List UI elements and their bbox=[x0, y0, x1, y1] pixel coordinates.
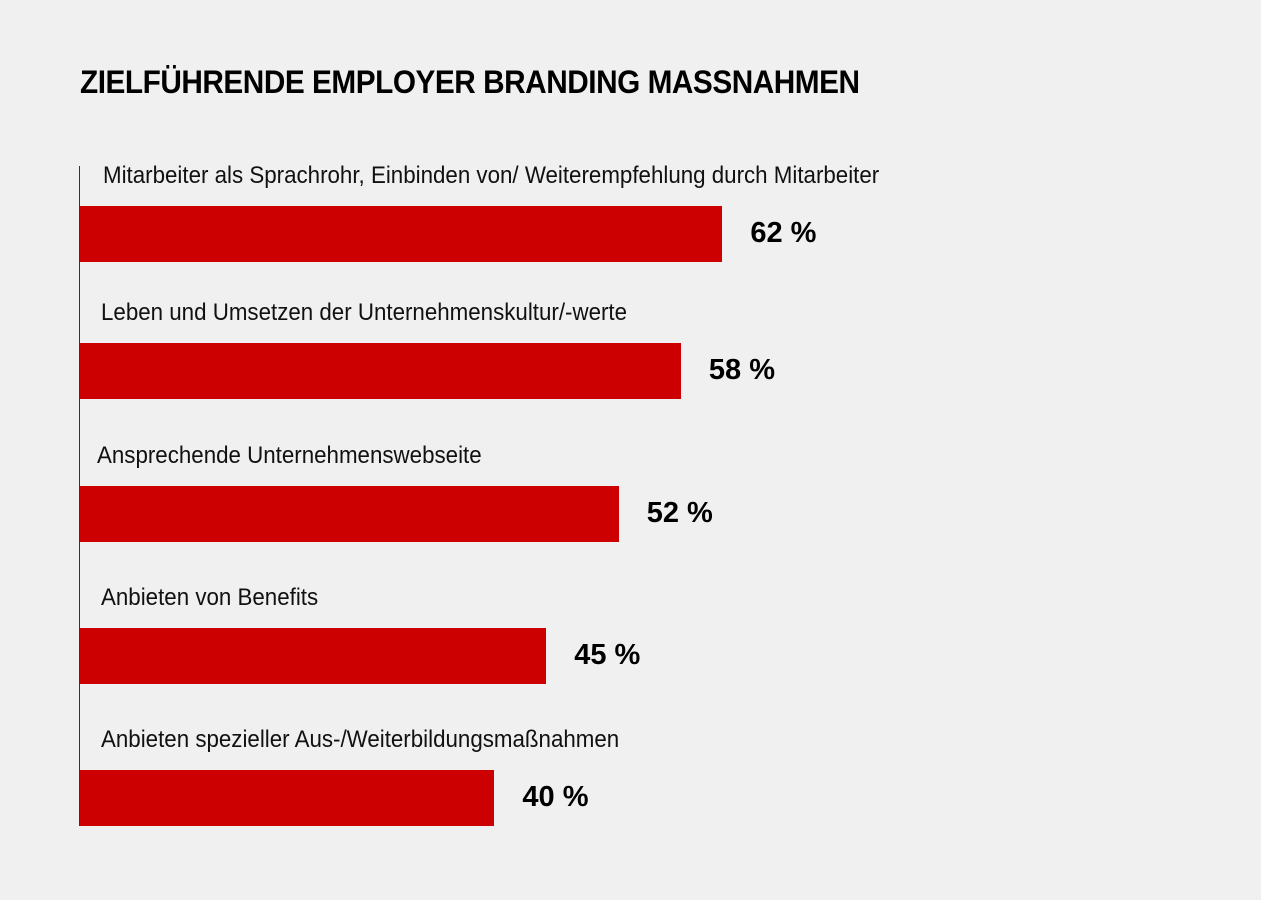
value-label: 40 % bbox=[522, 781, 589, 813]
category-label: Leben und Umsetzen der Unternehmenskultu… bbox=[101, 299, 628, 326]
category-label: Ansprechende Unternehmenswebseite bbox=[97, 442, 482, 469]
category-label: Anbieten spezieller Aus-/Weiterbildungsm… bbox=[101, 726, 620, 753]
bar bbox=[80, 343, 681, 399]
category-label: Mitarbeiter als Sprachrohr, Einbinden vo… bbox=[103, 162, 880, 189]
bar bbox=[80, 770, 495, 826]
y-axis-line bbox=[79, 166, 80, 826]
value-label: 58 % bbox=[708, 354, 775, 386]
value-label: 52 % bbox=[646, 497, 713, 529]
bar bbox=[80, 486, 619, 542]
bar bbox=[80, 206, 723, 262]
chart-title: ZIELFÜHRENDE EMPLOYER BRANDING MASSNAHME… bbox=[80, 64, 860, 100]
bar bbox=[80, 628, 547, 684]
value-label: 45 % bbox=[574, 639, 641, 671]
category-label: Anbieten von Benefits bbox=[101, 584, 319, 611]
value-label: 62 % bbox=[750, 217, 817, 249]
